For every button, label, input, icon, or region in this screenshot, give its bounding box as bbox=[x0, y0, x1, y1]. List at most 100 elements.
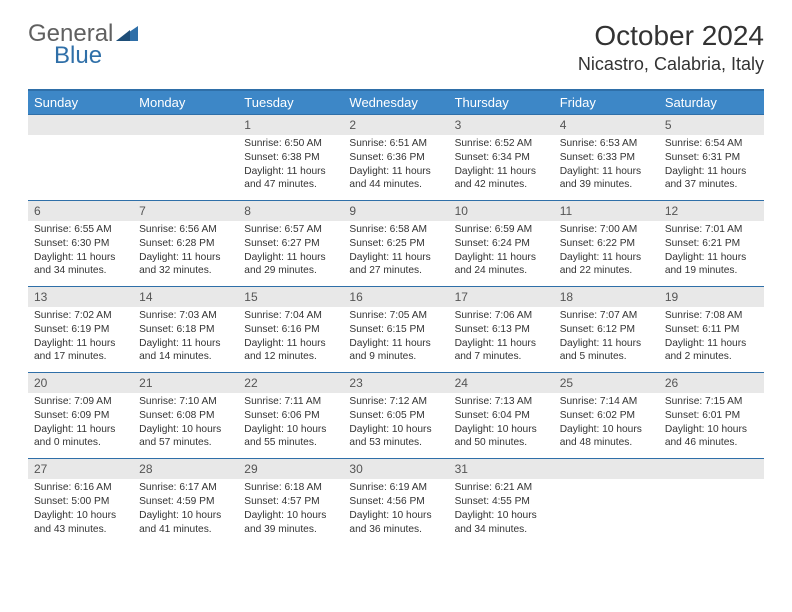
logo-blue-text: Blue bbox=[54, 42, 102, 70]
day-cell: Sunrise: 7:14 AMSunset: 6:02 PMDaylight:… bbox=[554, 393, 659, 458]
sunrise-text: Sunrise: 6:50 AM bbox=[244, 137, 337, 151]
sunset-text: Sunset: 6:22 PM bbox=[560, 237, 653, 251]
sunrise-text: Sunrise: 7:03 AM bbox=[139, 309, 232, 323]
day-cell: Sunrise: 6:18 AMSunset: 4:57 PMDaylight:… bbox=[238, 479, 343, 544]
daylight-text: Daylight: 10 hours and 57 minutes. bbox=[139, 423, 232, 451]
day-number: 18 bbox=[554, 287, 659, 307]
day-cell: Sunrise: 7:02 AMSunset: 6:19 PMDaylight:… bbox=[28, 307, 133, 372]
day-cell bbox=[554, 479, 659, 544]
sunset-text: Sunset: 4:59 PM bbox=[139, 495, 232, 509]
sunset-text: Sunset: 6:24 PM bbox=[455, 237, 548, 251]
day-cell: Sunrise: 6:21 AMSunset: 4:55 PMDaylight:… bbox=[449, 479, 554, 544]
daylight-text: Daylight: 11 hours and 17 minutes. bbox=[34, 337, 127, 365]
daylight-text: Daylight: 11 hours and 0 minutes. bbox=[34, 423, 127, 451]
daylight-text: Daylight: 11 hours and 7 minutes. bbox=[455, 337, 548, 365]
day-cell: Sunrise: 6:53 AMSunset: 6:33 PMDaylight:… bbox=[554, 135, 659, 200]
sunrise-text: Sunrise: 7:08 AM bbox=[665, 309, 758, 323]
weekday-header: Sunday bbox=[28, 91, 133, 114]
weekday-header: Tuesday bbox=[238, 91, 343, 114]
daylight-text: Daylight: 11 hours and 5 minutes. bbox=[560, 337, 653, 365]
day-number: 8 bbox=[238, 201, 343, 221]
sunset-text: Sunset: 6:15 PM bbox=[349, 323, 442, 337]
sunrise-text: Sunrise: 7:01 AM bbox=[665, 223, 758, 237]
calendar-grid: Sunday Monday Tuesday Wednesday Thursday… bbox=[28, 89, 764, 544]
day-number: 24 bbox=[449, 373, 554, 393]
day-cell: Sunrise: 6:51 AMSunset: 6:36 PMDaylight:… bbox=[343, 135, 448, 200]
daylight-text: Daylight: 10 hours and 48 minutes. bbox=[560, 423, 653, 451]
daylight-text: Daylight: 10 hours and 55 minutes. bbox=[244, 423, 337, 451]
sunset-text: Sunset: 6:27 PM bbox=[244, 237, 337, 251]
day-cell: Sunrise: 7:06 AMSunset: 6:13 PMDaylight:… bbox=[449, 307, 554, 372]
daylight-text: Daylight: 11 hours and 47 minutes. bbox=[244, 165, 337, 193]
daylight-text: Daylight: 11 hours and 27 minutes. bbox=[349, 251, 442, 279]
day-number-row: 20212223242526 bbox=[28, 372, 764, 393]
day-number: 29 bbox=[238, 459, 343, 479]
sunset-text: Sunset: 4:57 PM bbox=[244, 495, 337, 509]
day-body-row: Sunrise: 7:09 AMSunset: 6:09 PMDaylight:… bbox=[28, 393, 764, 458]
day-number: 28 bbox=[133, 459, 238, 479]
day-number: 22 bbox=[238, 373, 343, 393]
daylight-text: Daylight: 10 hours and 53 minutes. bbox=[349, 423, 442, 451]
day-cell: Sunrise: 7:10 AMSunset: 6:08 PMDaylight:… bbox=[133, 393, 238, 458]
sunrise-text: Sunrise: 6:54 AM bbox=[665, 137, 758, 151]
sunrise-text: Sunrise: 7:15 AM bbox=[665, 395, 758, 409]
day-number-row: 2728293031 bbox=[28, 458, 764, 479]
day-cell: Sunrise: 7:09 AMSunset: 6:09 PMDaylight:… bbox=[28, 393, 133, 458]
sunrise-text: Sunrise: 7:10 AM bbox=[139, 395, 232, 409]
sunset-text: Sunset: 6:05 PM bbox=[349, 409, 442, 423]
sunrise-text: Sunrise: 7:00 AM bbox=[560, 223, 653, 237]
sunset-text: Sunset: 6:08 PM bbox=[139, 409, 232, 423]
sunrise-text: Sunrise: 6:17 AM bbox=[139, 481, 232, 495]
weekday-header: Saturday bbox=[659, 91, 764, 114]
sunset-text: Sunset: 6:36 PM bbox=[349, 151, 442, 165]
sunrise-text: Sunrise: 7:05 AM bbox=[349, 309, 442, 323]
weekday-header: Thursday bbox=[449, 91, 554, 114]
day-cell bbox=[133, 135, 238, 200]
day-number: 25 bbox=[554, 373, 659, 393]
weekday-header: Monday bbox=[133, 91, 238, 114]
day-number: 2 bbox=[343, 115, 448, 135]
sunrise-text: Sunrise: 6:52 AM bbox=[455, 137, 548, 151]
daylight-text: Daylight: 11 hours and 34 minutes. bbox=[34, 251, 127, 279]
day-cell: Sunrise: 7:15 AMSunset: 6:01 PMDaylight:… bbox=[659, 393, 764, 458]
day-number-row: 12345 bbox=[28, 114, 764, 135]
daylight-text: Daylight: 11 hours and 14 minutes. bbox=[139, 337, 232, 365]
day-cell: Sunrise: 7:12 AMSunset: 6:05 PMDaylight:… bbox=[343, 393, 448, 458]
weekday-header: Friday bbox=[554, 91, 659, 114]
location: Nicastro, Calabria, Italy bbox=[578, 54, 764, 75]
sunset-text: Sunset: 6:16 PM bbox=[244, 323, 337, 337]
day-number: 10 bbox=[449, 201, 554, 221]
day-cell bbox=[28, 135, 133, 200]
sunrise-text: Sunrise: 7:06 AM bbox=[455, 309, 548, 323]
sunset-text: Sunset: 4:55 PM bbox=[455, 495, 548, 509]
day-cell: Sunrise: 6:17 AMSunset: 4:59 PMDaylight:… bbox=[133, 479, 238, 544]
sunrise-text: Sunrise: 7:11 AM bbox=[244, 395, 337, 409]
day-number: 31 bbox=[449, 459, 554, 479]
sunset-text: Sunset: 6:11 PM bbox=[665, 323, 758, 337]
day-number: 5 bbox=[659, 115, 764, 135]
day-number: 17 bbox=[449, 287, 554, 307]
day-number: 13 bbox=[28, 287, 133, 307]
daylight-text: Daylight: 11 hours and 44 minutes. bbox=[349, 165, 442, 193]
sunset-text: Sunset: 6:04 PM bbox=[455, 409, 548, 423]
day-body-row: Sunrise: 6:16 AMSunset: 5:00 PMDaylight:… bbox=[28, 479, 764, 544]
day-number: 3 bbox=[449, 115, 554, 135]
weekday-header-row: Sunday Monday Tuesday Wednesday Thursday… bbox=[28, 91, 764, 114]
day-number: 30 bbox=[343, 459, 448, 479]
sunset-text: Sunset: 6:30 PM bbox=[34, 237, 127, 251]
sunrise-text: Sunrise: 6:57 AM bbox=[244, 223, 337, 237]
sunset-text: Sunset: 6:34 PM bbox=[455, 151, 548, 165]
sunset-text: Sunset: 6:06 PM bbox=[244, 409, 337, 423]
day-cell: Sunrise: 7:00 AMSunset: 6:22 PMDaylight:… bbox=[554, 221, 659, 286]
day-cell: Sunrise: 6:56 AMSunset: 6:28 PMDaylight:… bbox=[133, 221, 238, 286]
day-body-row: Sunrise: 7:02 AMSunset: 6:19 PMDaylight:… bbox=[28, 307, 764, 372]
daylight-text: Daylight: 11 hours and 22 minutes. bbox=[560, 251, 653, 279]
sunrise-text: Sunrise: 6:18 AM bbox=[244, 481, 337, 495]
day-cell: Sunrise: 6:19 AMSunset: 4:56 PMDaylight:… bbox=[343, 479, 448, 544]
day-cell: Sunrise: 7:04 AMSunset: 6:16 PMDaylight:… bbox=[238, 307, 343, 372]
sunset-text: Sunset: 6:19 PM bbox=[34, 323, 127, 337]
sunrise-text: Sunrise: 6:51 AM bbox=[349, 137, 442, 151]
day-number: 6 bbox=[28, 201, 133, 221]
daylight-text: Daylight: 10 hours and 43 minutes. bbox=[34, 509, 127, 537]
daylight-text: Daylight: 10 hours and 36 minutes. bbox=[349, 509, 442, 537]
